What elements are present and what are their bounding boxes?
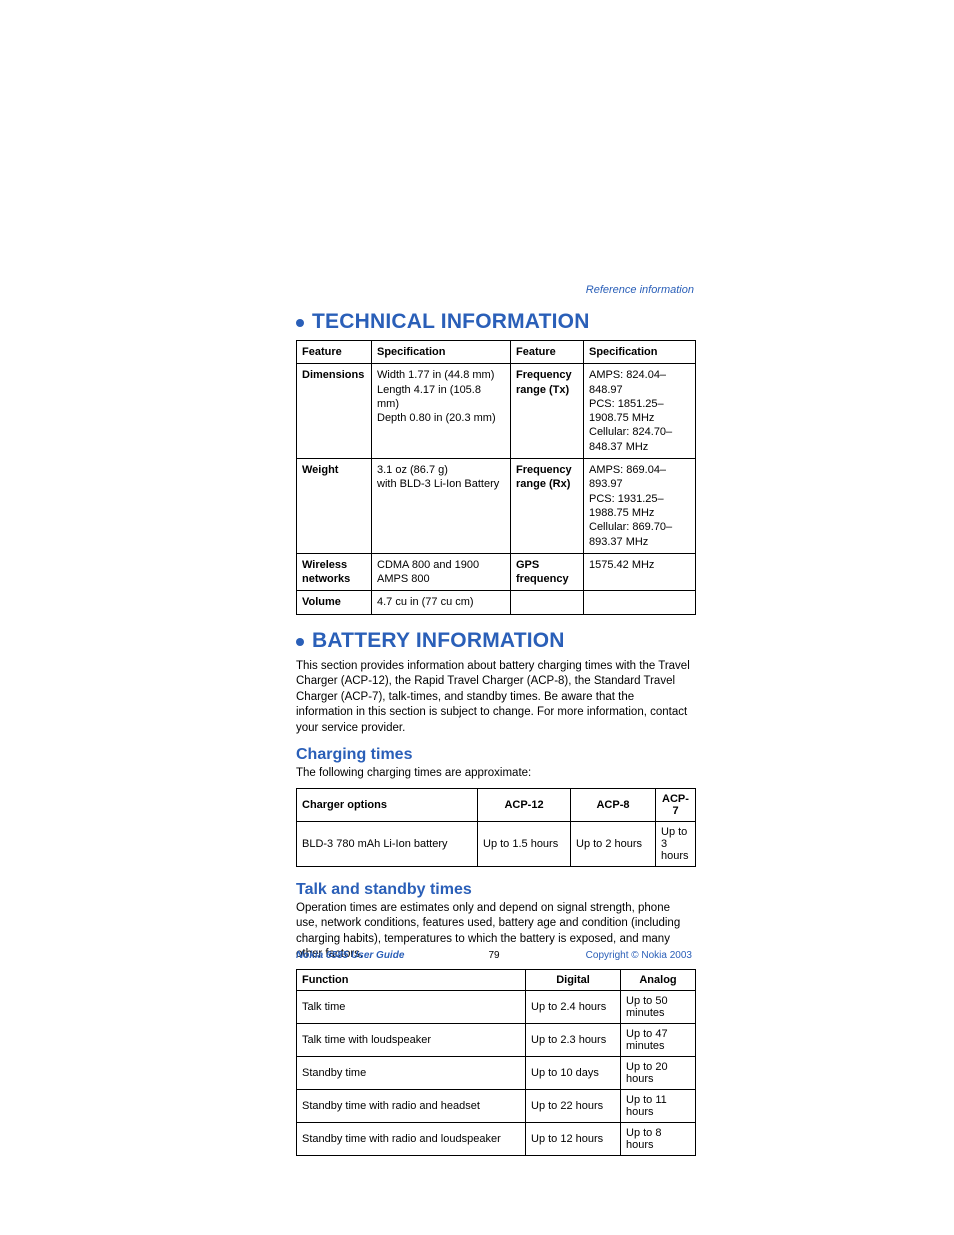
times-r0-fn: Talk time — [297, 990, 526, 1023]
times-r1-d: Up to 2.3 hours — [526, 1023, 621, 1056]
tech-r1-s2: AMPS: 869.04–893.97PCS: 1931.25–1988.75 … — [584, 459, 696, 554]
tech-r3-s2 — [584, 591, 696, 614]
times-r0-d: Up to 2.4 hours — [526, 990, 621, 1023]
times-r2-fn: Standby time — [297, 1056, 526, 1089]
times-r4-fn: Standby time with radio and loudspeaker — [297, 1122, 526, 1155]
bullet-icon — [296, 638, 304, 646]
tech-r0-s2: AMPS: 824.04–848.97PCS: 1851.25–1908.75 … — [584, 364, 696, 459]
table-row: Talk time Up to 2.4 hours Up to 50 minut… — [297, 990, 696, 1023]
footer-page-number: 79 — [488, 950, 499, 961]
times-r1-fn: Talk time with loudspeaker — [297, 1023, 526, 1056]
charging-row-label: BLD-3 780 mAh Li-Ion battery — [297, 821, 478, 866]
footer-left: Nokia 6585 User Guide — [296, 950, 404, 961]
charging-header-acp8: ACP-8 — [571, 788, 656, 821]
table-row: Standby time with radio and headset Up t… — [297, 1089, 696, 1122]
tech-r0-s1: Width 1.77 in (44.8 mm)Length 4.17 in (1… — [372, 364, 511, 459]
battery-intro-text: This section provides information about … — [296, 659, 692, 737]
tech-r1-s1: 3.1 oz (86.7 g)with BLD-3 Li-Ion Battery — [372, 459, 511, 554]
tech-r2-f1: Wireless networks — [297, 553, 372, 591]
bullet-icon — [296, 319, 304, 327]
technical-title: TECHNICAL INFORMATION — [312, 310, 590, 334]
times-r2-d: Up to 10 days — [526, 1056, 621, 1089]
tech-r1-f2: Frequency range (Rx) — [511, 459, 584, 554]
tech-header-feature2: Feature — [511, 341, 584, 364]
table-header-row: Charger options ACP-12 ACP-8 ACP-7 — [297, 788, 696, 821]
table-row: BLD-3 780 mAh Li-Ion battery Up to 1.5 h… — [297, 821, 696, 866]
table-row: Standby time Up to 10 days Up to 20 hour… — [297, 1056, 696, 1089]
charging-times-heading: Charging times — [296, 746, 692, 764]
reference-info-header: Reference information — [296, 284, 694, 296]
tech-header-feature1: Feature — [297, 341, 372, 364]
tech-r3-s1: 4.7 cu in (77 cu cm) — [372, 591, 511, 614]
charging-header-acp12: ACP-12 — [478, 788, 571, 821]
times-header-analog: Analog — [621, 969, 696, 990]
table-header-row: Function Digital Analog — [297, 969, 696, 990]
table-header-row: Feature Specification Feature Specificat… — [297, 341, 696, 364]
times-header-function: Function — [297, 969, 526, 990]
charging-header-acp7: ACP-7 — [656, 788, 696, 821]
technical-table: Feature Specification Feature Specificat… — [296, 340, 696, 615]
table-row: Weight 3.1 oz (86.7 g)with BLD-3 Li-Ion … — [297, 459, 696, 554]
times-r0-a: Up to 50 minutes — [621, 990, 696, 1023]
table-row: Wireless networks CDMA 800 and 1900AMPS … — [297, 553, 696, 591]
page-container: Reference information TECHNICAL INFORMAT… — [0, 0, 954, 1235]
tech-r2-s2: 1575.42 MHz — [584, 553, 696, 591]
battery-title: BATTERY INFORMATION — [312, 629, 565, 653]
tech-r1-f1: Weight — [297, 459, 372, 554]
times-r4-d: Up to 12 hours — [526, 1122, 621, 1155]
charging-intro-text: The following charging times are approxi… — [296, 766, 692, 782]
times-r4-a: Up to 8 hours — [621, 1122, 696, 1155]
charging-row-acp12: Up to 1.5 hours — [478, 821, 571, 866]
times-r3-fn: Standby time with radio and headset — [297, 1089, 526, 1122]
charging-row-acp7: Up to 3 hours — [656, 821, 696, 866]
times-r3-d: Up to 22 hours — [526, 1089, 621, 1122]
times-r2-a: Up to 20 hours — [621, 1056, 696, 1089]
tech-r2-s1: CDMA 800 and 1900AMPS 800 — [372, 553, 511, 591]
tech-header-spec2: Specification — [584, 341, 696, 364]
technical-heading: TECHNICAL INFORMATION — [296, 310, 692, 334]
table-row: Volume 4.7 cu in (77 cu cm) — [297, 591, 696, 614]
tech-r3-f1: Volume — [297, 591, 372, 614]
times-table: Function Digital Analog Talk time Up to … — [296, 969, 696, 1156]
battery-heading: BATTERY INFORMATION — [296, 629, 692, 653]
footer-right: Copyright © Nokia 2003 — [586, 950, 692, 961]
tech-r0-f2: Frequency range (Tx) — [511, 364, 584, 459]
talk-standby-heading: Talk and standby times — [296, 881, 692, 899]
charging-header-option: Charger options — [297, 788, 478, 821]
table-row: Talk time with loudspeaker Up to 2.3 hou… — [297, 1023, 696, 1056]
times-r1-a: Up to 47 minutes — [621, 1023, 696, 1056]
times-header-digital: Digital — [526, 969, 621, 990]
tech-header-spec1: Specification — [372, 341, 511, 364]
page-footer: Nokia 6585 User Guide 79 Copyright © Nok… — [296, 950, 692, 961]
tech-r0-f1: Dimensions — [297, 364, 372, 459]
times-r3-a: Up to 11 hours — [621, 1089, 696, 1122]
table-row: Dimensions Width 1.77 in (44.8 mm)Length… — [297, 364, 696, 459]
charging-row-acp8: Up to 2 hours — [571, 821, 656, 866]
table-row: Standby time with radio and loudspeaker … — [297, 1122, 696, 1155]
charging-table: Charger options ACP-12 ACP-8 ACP-7 BLD-3… — [296, 788, 696, 867]
tech-r3-f2 — [511, 591, 584, 614]
tech-r2-f2: GPS frequency — [511, 553, 584, 591]
